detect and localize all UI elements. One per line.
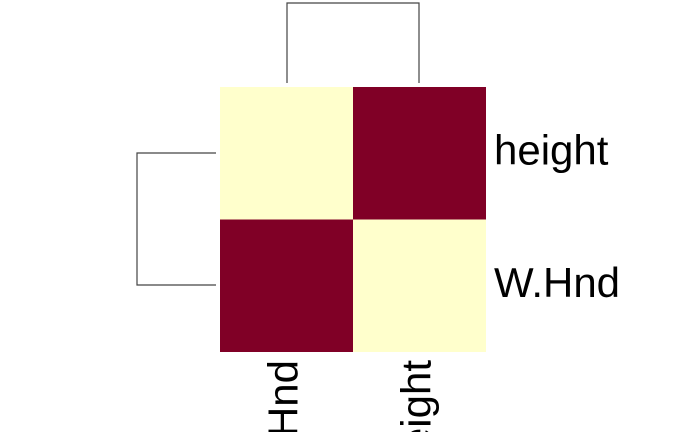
heatmap-cell: [220, 87, 353, 220]
heatmap-cell: [220, 219, 353, 352]
dendrogram-branch: [286, 2, 420, 83]
row-dendrogram: [136, 152, 216, 286]
heatmap-cell: [353, 87, 486, 220]
column-dendrogram: [286, 2, 420, 83]
row-label: height: [494, 126, 609, 173]
column-label: height: [393, 360, 440, 432]
column-label: W.Hnd: [260, 360, 307, 432]
dendrogram-branch: [136, 152, 216, 286]
row-label: W.Hnd: [494, 259, 620, 306]
heatmap-cell: [353, 219, 486, 352]
